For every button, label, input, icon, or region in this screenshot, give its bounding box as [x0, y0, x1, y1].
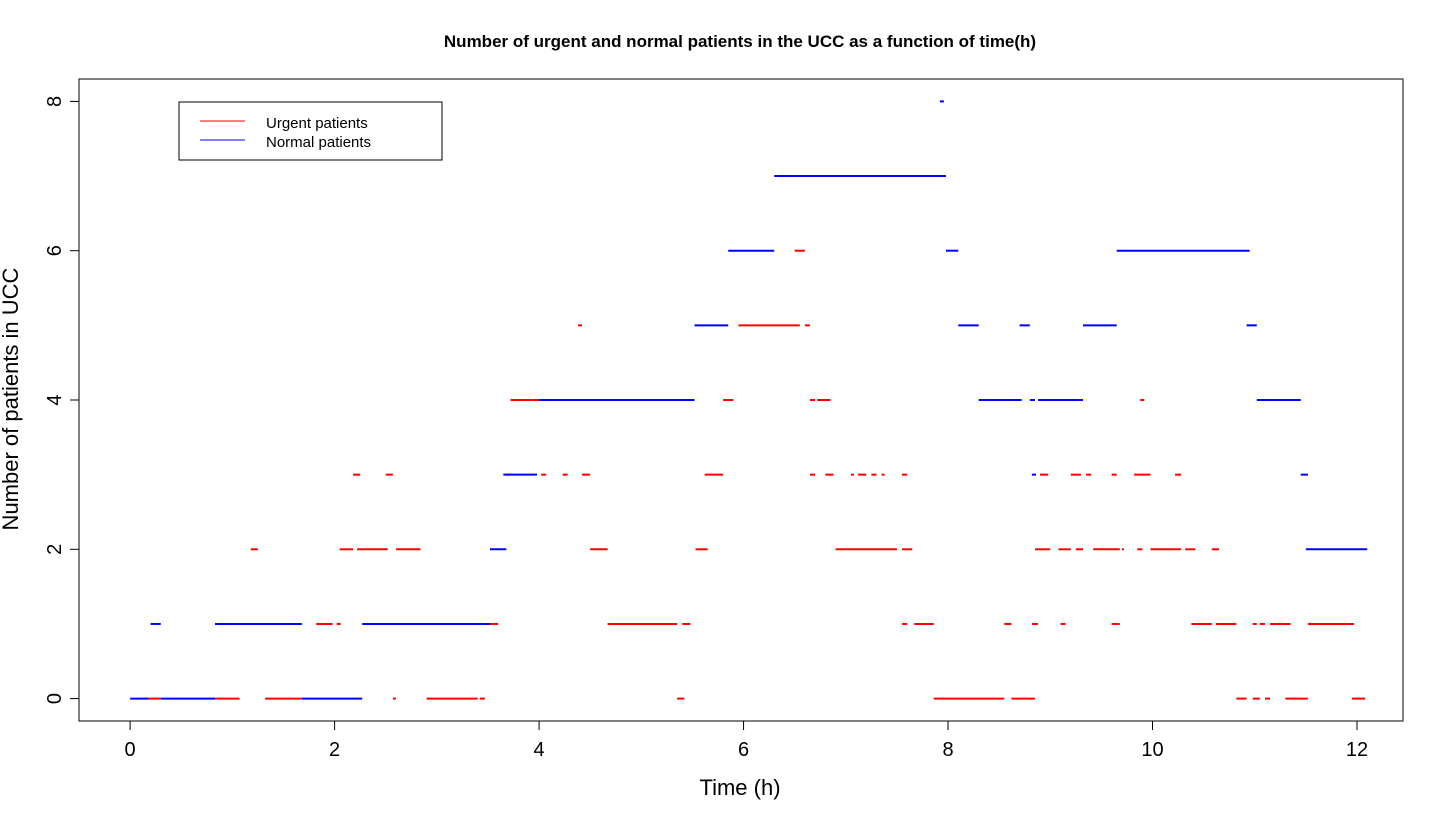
legend-label-urgent: Urgent patients [266, 115, 368, 132]
x-tick-label: 2 [329, 739, 340, 761]
y-tick-label: 4 [44, 394, 66, 405]
x-tick-label: 12 [1346, 739, 1368, 761]
x-tick-label: 8 [942, 739, 953, 761]
x-axis: 0 2 4 6 8 10 12 [125, 720, 1368, 761]
y-axis: 0 2 4 6 8 [44, 96, 80, 704]
series-normal-patients [130, 100, 1368, 700]
chart-title: Number of urgent and normal patients in … [444, 32, 1036, 51]
x-tick-label: 4 [534, 739, 545, 761]
y-tick-label: 2 [44, 544, 66, 555]
legend-box [178, 101, 443, 161]
x-tick-label: 0 [125, 739, 136, 761]
y-tick-label: 6 [44, 245, 66, 256]
series-urgent-patients [148, 249, 1366, 700]
legend: Urgent patients Normal patients [178, 101, 443, 161]
x-tick-label: 10 [1141, 739, 1163, 761]
y-tick-label: 0 [44, 693, 66, 704]
x-tick-label: 6 [738, 739, 749, 761]
legend-label-normal: Normal patients [266, 134, 371, 151]
x-axis-label: Time (h) [699, 775, 780, 800]
series-layer [130, 100, 1368, 700]
y-tick-label: 8 [44, 96, 66, 107]
y-axis-label: Number of patients in UCC [0, 267, 23, 530]
